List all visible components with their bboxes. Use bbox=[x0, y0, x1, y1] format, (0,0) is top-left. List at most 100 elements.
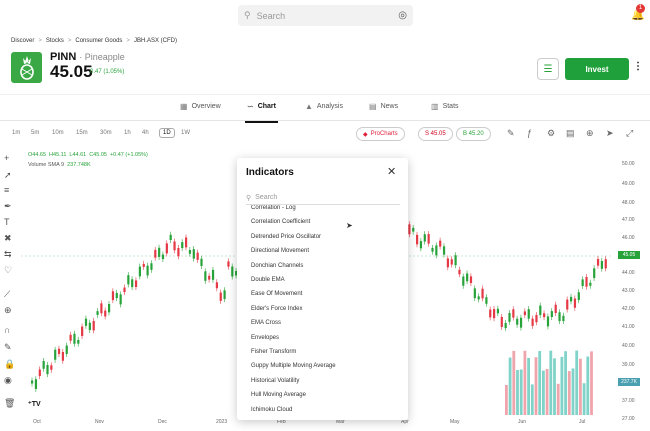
indicator-search[interactable]: ⚲ Search bbox=[246, 191, 400, 205]
candle bbox=[123, 284, 126, 296]
candle bbox=[127, 272, 130, 288]
candle bbox=[416, 231, 419, 248]
indicators-title: Indicators bbox=[246, 167, 294, 178]
instrument-title: PINN · Pineapple bbox=[50, 51, 125, 63]
indicator-item[interactable]: Correlation - Log bbox=[251, 205, 296, 211]
candle bbox=[177, 244, 180, 260]
zoom-in-icon[interactable]: ⊕ bbox=[4, 305, 12, 315]
trendline-icon[interactable]: ➚ bbox=[4, 170, 12, 180]
indicator-item[interactable]: Ichimoku Cloud bbox=[251, 406, 293, 413]
timeframe-5m[interactable]: 5m bbox=[31, 130, 40, 136]
invest-button[interactable]: Invest bbox=[565, 58, 629, 80]
ruler-icon[interactable]: ⟋ bbox=[4, 289, 11, 299]
candle bbox=[96, 308, 99, 318]
indicator-item[interactable]: Correlation Coefficient bbox=[251, 219, 311, 226]
timeframe-1d[interactable]: 1D bbox=[159, 128, 175, 138]
candle bbox=[539, 302, 542, 319]
buy-button[interactable]: B 45.20 bbox=[456, 127, 491, 141]
indicators-icon[interactable]: ƒ bbox=[527, 128, 533, 138]
indicator-item[interactable]: Historical Volatility bbox=[251, 377, 300, 384]
timeframe-30m[interactable]: 30m bbox=[100, 130, 112, 136]
chart-type-icon[interactable]: ▤ bbox=[566, 128, 575, 138]
timeframe-4h[interactable]: 4h bbox=[142, 130, 149, 136]
trash-icon[interactable]: 🗑 bbox=[4, 398, 16, 408]
candle bbox=[169, 231, 172, 244]
settings-gear-icon[interactable]: ⚙ bbox=[547, 128, 556, 138]
indicator-item[interactable]: Detrended Price Oscillator bbox=[251, 233, 322, 240]
brush-icon[interactable]: ✒ bbox=[4, 201, 12, 211]
volume-bar bbox=[534, 357, 538, 415]
y-tick: 39.00 bbox=[622, 362, 635, 368]
pattern-icon[interactable]: ✖ bbox=[4, 233, 12, 243]
timeframe-1m[interactable]: 1m bbox=[12, 130, 21, 136]
breadcrumb-item[interactable]: Consumer Goods bbox=[75, 38, 123, 44]
share-icon[interactable]: ➤ bbox=[606, 128, 614, 138]
indicator-item[interactable]: Guppy Multiple Moving Average bbox=[251, 363, 336, 370]
eye-icon[interactable]: ◉ bbox=[4, 375, 12, 385]
notification-bell-icon[interactable]: 🔔 1 bbox=[631, 4, 645, 21]
horizontal-lines-icon[interactable]: ≡ bbox=[4, 185, 10, 195]
timeframe-15m[interactable]: 15m bbox=[76, 130, 88, 136]
scan-icon[interactable]: ◎ bbox=[398, 10, 407, 21]
compare-icon[interactable]: ⊕ bbox=[586, 128, 594, 138]
candle bbox=[496, 305, 500, 317]
price-axis: 50.0049.0048.0047.0046.0045.0044.0043.00… bbox=[612, 150, 650, 422]
breadcrumb-item[interactable]: Discover bbox=[11, 38, 35, 44]
crosshair-icon[interactable]: + bbox=[4, 153, 10, 163]
watchlist-button[interactable]: ☰ bbox=[537, 58, 559, 80]
indicator-item[interactable]: Directional Movement bbox=[251, 248, 310, 255]
lock-icon[interactable]: 🔒 bbox=[4, 359, 16, 369]
volume-bar bbox=[567, 371, 571, 415]
fullscreen-icon[interactable]: ⤢ bbox=[626, 128, 634, 138]
indicator-item[interactable]: Envelopes bbox=[251, 334, 280, 341]
candle bbox=[419, 238, 423, 252]
volume-bar bbox=[582, 383, 586, 415]
close-icon[interactable]: ✕ bbox=[387, 166, 397, 178]
x-tick: May bbox=[450, 419, 460, 425]
indicator-item[interactable]: Donchian Channels bbox=[251, 262, 304, 269]
candle bbox=[500, 313, 503, 330]
indicator-item[interactable]: Fisher Transform bbox=[251, 349, 297, 355]
text-icon[interactable]: T bbox=[4, 217, 10, 227]
timeframe-1w[interactable]: 1W bbox=[181, 130, 190, 136]
draw-pencil-icon[interactable]: ✎ bbox=[507, 128, 515, 138]
more-options-icon[interactable]: ⋮ bbox=[633, 61, 643, 72]
timeframe-1h[interactable]: 1h bbox=[124, 130, 131, 136]
ohlc-high: H45.11 bbox=[49, 152, 67, 158]
ohlc-low: L44.61 bbox=[69, 152, 87, 158]
candle bbox=[50, 362, 53, 373]
prochart-button[interactable]: ◆ ProCharts bbox=[356, 127, 405, 141]
tab-overview[interactable]: ▦ Overview bbox=[180, 102, 221, 111]
magnet-icon[interactable]: ∩ bbox=[4, 325, 11, 335]
candle bbox=[208, 272, 211, 283]
heart-icon[interactable]: ♡ bbox=[4, 265, 13, 275]
candle bbox=[562, 312, 565, 325]
candle bbox=[146, 262, 149, 279]
tab-chart[interactable]: ∽ Chart bbox=[245, 102, 278, 123]
tab-analysis[interactable]: ▲ Analysis bbox=[305, 102, 343, 111]
indicator-search-input[interactable]: Search bbox=[255, 194, 278, 201]
tab-news[interactable]: ▤ News bbox=[369, 102, 398, 111]
indicator-item[interactable]: Ease Of Movement bbox=[251, 291, 303, 298]
candle bbox=[34, 376, 38, 392]
indicator-item[interactable]: Double EMA bbox=[251, 277, 285, 283]
indicator-item[interactable]: Elder's Force Index bbox=[251, 305, 303, 312]
tab-label: Overview bbox=[191, 103, 221, 110]
draw-lock-icon[interactable]: ✎ bbox=[4, 342, 12, 352]
indicator-item[interactable]: EMA Cross bbox=[251, 320, 282, 327]
tab-stats[interactable]: ▥ Stats bbox=[431, 102, 459, 111]
overview-icon: ▦ bbox=[180, 102, 188, 111]
candle bbox=[161, 251, 165, 263]
measure-icon[interactable]: ⇆ bbox=[4, 249, 12, 259]
indicator-item[interactable]: Hull Moving Average bbox=[251, 392, 306, 399]
breadcrumb-item[interactable]: Stocks bbox=[45, 38, 64, 44]
timeframe-10m[interactable]: 10m bbox=[52, 130, 64, 136]
sell-button[interactable]: S 45.05 bbox=[418, 127, 453, 141]
candle bbox=[504, 319, 507, 332]
list-plus-icon: ☰ bbox=[543, 63, 553, 75]
timeframe-bar: 1m 5m 10m 15m 30m 1h 4h 1D 1W bbox=[0, 126, 650, 143]
search-bar[interactable]: ⚲ Search ◎ bbox=[238, 5, 413, 26]
volume-bar bbox=[590, 351, 593, 415]
search-input[interactable]: Search bbox=[256, 10, 286, 21]
candle bbox=[92, 317, 95, 334]
